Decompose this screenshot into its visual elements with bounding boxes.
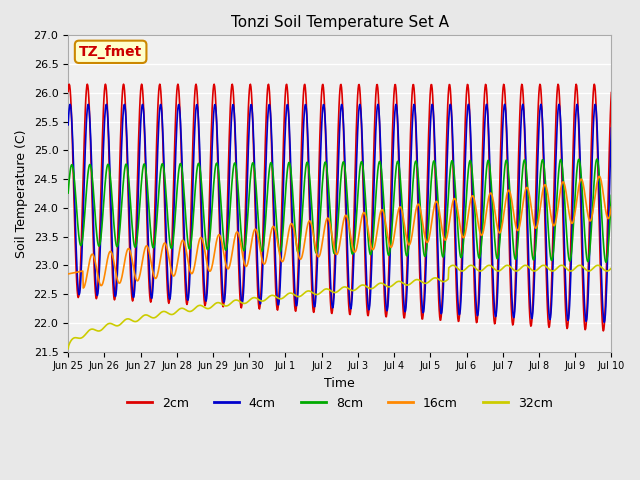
Y-axis label: Soil Temperature (C): Soil Temperature (C) [15, 129, 28, 258]
Legend: 2cm, 4cm, 8cm, 16cm, 32cm: 2cm, 4cm, 8cm, 16cm, 32cm [122, 392, 557, 415]
Text: TZ_fmet: TZ_fmet [79, 45, 142, 59]
Title: Tonzi Soil Temperature Set A: Tonzi Soil Temperature Set A [231, 15, 449, 30]
X-axis label: Time: Time [324, 377, 355, 390]
